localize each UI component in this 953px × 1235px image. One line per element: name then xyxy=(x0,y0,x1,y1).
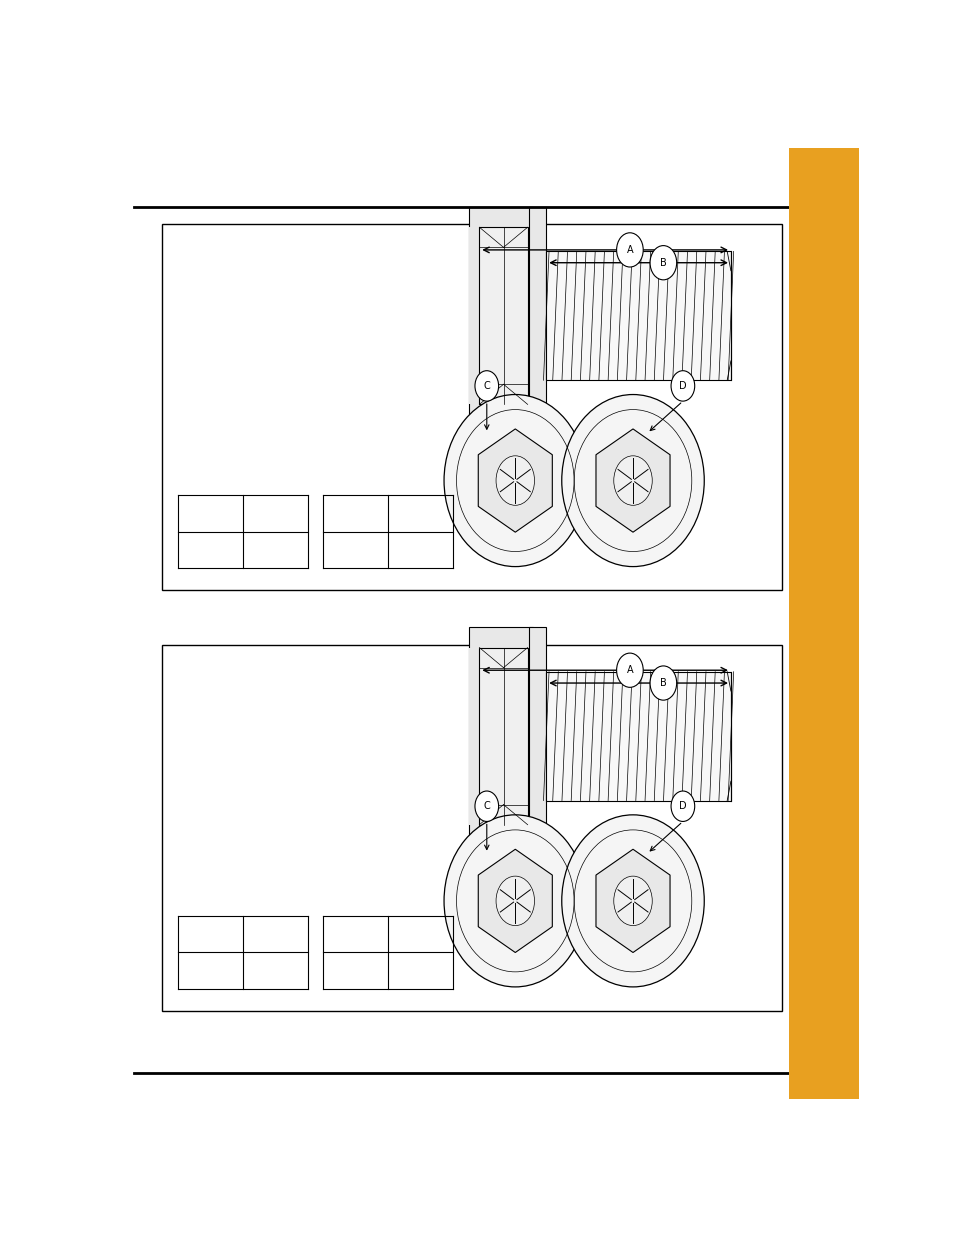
Ellipse shape xyxy=(561,815,703,987)
Bar xyxy=(546,252,730,380)
Circle shape xyxy=(670,370,694,401)
Circle shape xyxy=(496,876,534,925)
Polygon shape xyxy=(596,429,669,532)
Text: C: C xyxy=(483,380,490,391)
Ellipse shape xyxy=(561,394,703,567)
Text: A: A xyxy=(626,666,633,676)
Circle shape xyxy=(475,792,498,821)
Ellipse shape xyxy=(443,394,586,567)
Ellipse shape xyxy=(443,815,586,987)
Text: D: D xyxy=(679,802,686,811)
Bar xyxy=(468,207,532,425)
Bar xyxy=(478,647,527,825)
Circle shape xyxy=(613,876,652,925)
Circle shape xyxy=(670,792,694,821)
Bar xyxy=(162,645,781,1010)
Circle shape xyxy=(496,456,534,505)
Bar xyxy=(468,647,532,825)
Text: B: B xyxy=(659,678,666,688)
Bar xyxy=(162,225,781,590)
Polygon shape xyxy=(596,850,669,952)
Polygon shape xyxy=(477,429,552,532)
Bar xyxy=(528,207,546,425)
Bar xyxy=(468,227,532,404)
Circle shape xyxy=(649,246,676,280)
Text: A: A xyxy=(626,245,633,254)
Bar xyxy=(478,227,527,404)
Circle shape xyxy=(616,653,642,688)
Circle shape xyxy=(613,456,652,505)
Polygon shape xyxy=(477,850,552,952)
Circle shape xyxy=(616,232,642,267)
Text: D: D xyxy=(679,380,686,391)
Bar xyxy=(546,672,730,800)
Circle shape xyxy=(649,666,676,700)
Bar xyxy=(788,148,858,1099)
Circle shape xyxy=(475,370,498,401)
Bar xyxy=(468,627,532,845)
Text: C: C xyxy=(483,802,490,811)
Text: B: B xyxy=(659,258,666,268)
Bar xyxy=(528,627,546,845)
